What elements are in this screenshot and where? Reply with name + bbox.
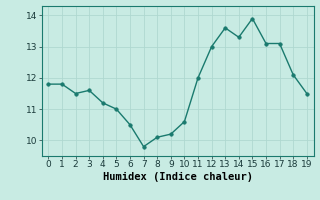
X-axis label: Humidex (Indice chaleur): Humidex (Indice chaleur)	[103, 172, 252, 182]
